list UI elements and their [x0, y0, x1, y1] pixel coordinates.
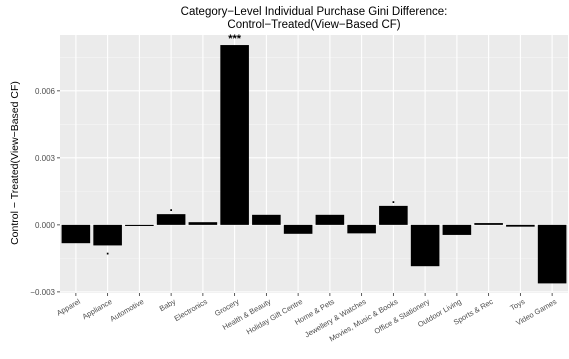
bar-automotive [125, 224, 154, 226]
bar-office-stationery [410, 224, 440, 267]
significance-label: *** [228, 33, 242, 45]
bars [61, 45, 567, 284]
bar-baby [156, 214, 186, 225]
significance-label: . [392, 192, 395, 206]
x-tick-label: Toys [509, 297, 527, 313]
bar-outdoor-living [442, 224, 472, 235]
y-axis-label: Control − Treated(View−Based CF) [9, 81, 21, 245]
plot-panel [60, 35, 568, 293]
bar-video-games [537, 224, 567, 284]
bar-home-pets [315, 214, 345, 225]
significance-labels: .. ***. [106, 33, 395, 257]
y-axis-ticks: −0.003 0.000 0.003 0.006 [30, 87, 60, 297]
y-tick-label: −0.003 [30, 288, 55, 297]
bar-appliance [93, 224, 122, 246]
bar-health-beauty [252, 214, 281, 225]
y-tick-label: 0.000 [35, 221, 56, 230]
y-tick-label: 0.003 [35, 154, 56, 163]
bar-apparel [61, 224, 91, 244]
bar-movies-music-books [379, 205, 408, 225]
x-tick-label: Electronics [173, 297, 209, 323]
significance-label: . [169, 200, 172, 214]
bar-electronics [188, 222, 218, 225]
bar-sports-rec [474, 223, 503, 225]
x-tick-label: Automotive [108, 297, 145, 324]
x-tick-label: Baby [158, 297, 178, 313]
chart-title: Category−Level Individual Purchase Gini … [181, 6, 448, 18]
bar-toys [506, 224, 535, 227]
bar-holiday-gift-centre [283, 224, 313, 234]
bar-grocery [220, 45, 249, 225]
x-tick-label: Apparel [55, 297, 82, 318]
y-tick-label: 0.006 [35, 87, 56, 96]
chart-subtitle: Control−Treated(View−Based CF) [227, 19, 400, 31]
bar-jewellery-watches [347, 224, 376, 234]
x-tick-label: Holiday Gift Centre [245, 297, 304, 336]
significance-label: . [106, 243, 109, 257]
x-tick-label: Office & Stationery [373, 297, 432, 336]
